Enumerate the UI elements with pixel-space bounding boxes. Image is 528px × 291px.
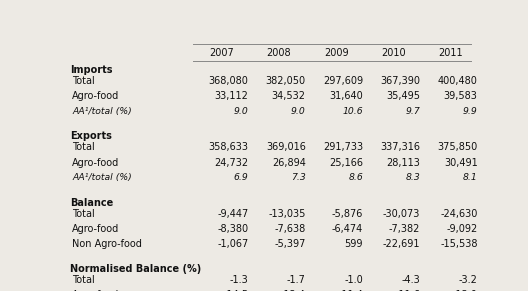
Text: 400,480: 400,480 [438,76,478,86]
Text: -1,067: -1,067 [217,239,249,249]
Text: -1.3: -1.3 [230,275,249,285]
Text: 10.6: 10.6 [343,107,363,116]
Text: 368,080: 368,080 [209,76,249,86]
Text: -9,092: -9,092 [446,224,478,234]
Text: Total: Total [72,275,95,285]
Text: Total: Total [72,76,95,86]
Text: 33,112: 33,112 [214,91,249,101]
Text: 2010: 2010 [381,48,406,58]
Text: AA¹/total (%): AA¹/total (%) [72,107,132,116]
Text: Total: Total [72,142,95,152]
Text: 599: 599 [345,239,363,249]
Text: 2008: 2008 [267,48,291,58]
Text: 8.3: 8.3 [406,173,420,182]
Text: -3.2: -3.2 [459,275,478,285]
Text: -12.4: -12.4 [281,290,306,291]
Text: 9.7: 9.7 [406,107,420,116]
Text: Agro-food: Agro-food [72,290,119,291]
Text: -7,382: -7,382 [389,224,420,234]
Text: -30,073: -30,073 [383,209,420,219]
Text: 9.0: 9.0 [291,107,306,116]
Text: 291,733: 291,733 [323,142,363,152]
Text: -13.0: -13.0 [453,290,478,291]
Text: -5,876: -5,876 [332,209,363,219]
Text: 358,633: 358,633 [209,142,249,152]
Text: 24,732: 24,732 [214,157,249,168]
Text: Agro-food: Agro-food [72,224,119,234]
Text: Total: Total [72,209,95,219]
Text: 2007: 2007 [209,48,234,58]
Text: Exports: Exports [70,131,112,141]
Text: 7.3: 7.3 [291,173,306,182]
Text: 28,113: 28,113 [386,157,420,168]
Text: 9.9: 9.9 [463,107,478,116]
Text: -1.0: -1.0 [344,275,363,285]
Text: AA¹/total (%): AA¹/total (%) [72,173,132,182]
Text: 6.9: 6.9 [234,173,249,182]
Text: 8.6: 8.6 [348,173,363,182]
Text: 8.1: 8.1 [463,173,478,182]
Text: -22,691: -22,691 [383,239,420,249]
Text: Non Agro-food: Non Agro-food [72,239,142,249]
Text: 382,050: 382,050 [266,76,306,86]
Text: -1.7: -1.7 [287,275,306,285]
Text: 297,609: 297,609 [323,76,363,86]
Text: 369,016: 369,016 [266,142,306,152]
Text: -5,397: -5,397 [275,239,306,249]
Text: -11.6: -11.6 [395,290,420,291]
Text: 9.0: 9.0 [234,107,249,116]
Text: -24,630: -24,630 [440,209,478,219]
Text: 26,894: 26,894 [272,157,306,168]
Text: 337,316: 337,316 [380,142,420,152]
Text: 30,491: 30,491 [444,157,478,168]
Text: -13,035: -13,035 [268,209,306,219]
Text: -15,538: -15,538 [440,239,478,249]
Text: -14.5: -14.5 [223,290,249,291]
Text: 2009: 2009 [324,48,348,58]
Text: 31,640: 31,640 [329,91,363,101]
Text: Agro-food: Agro-food [72,157,119,168]
Text: -6,474: -6,474 [332,224,363,234]
Text: 39,583: 39,583 [444,91,478,101]
Text: -9,447: -9,447 [217,209,249,219]
Text: 25,166: 25,166 [329,157,363,168]
Text: 367,390: 367,390 [380,76,420,86]
Text: -4.3: -4.3 [402,275,420,285]
Text: -11.4: -11.4 [338,290,363,291]
Text: 35,495: 35,495 [386,91,420,101]
Text: Imports: Imports [70,65,112,75]
Text: Agro-food: Agro-food [72,91,119,101]
Text: 2011: 2011 [438,48,463,58]
Text: 375,850: 375,850 [437,142,478,152]
Text: -8,380: -8,380 [218,224,249,234]
Text: Normalised Balance (%): Normalised Balance (%) [70,264,201,274]
Text: -7,638: -7,638 [275,224,306,234]
Text: Balance: Balance [70,198,114,207]
Text: 34,532: 34,532 [272,91,306,101]
